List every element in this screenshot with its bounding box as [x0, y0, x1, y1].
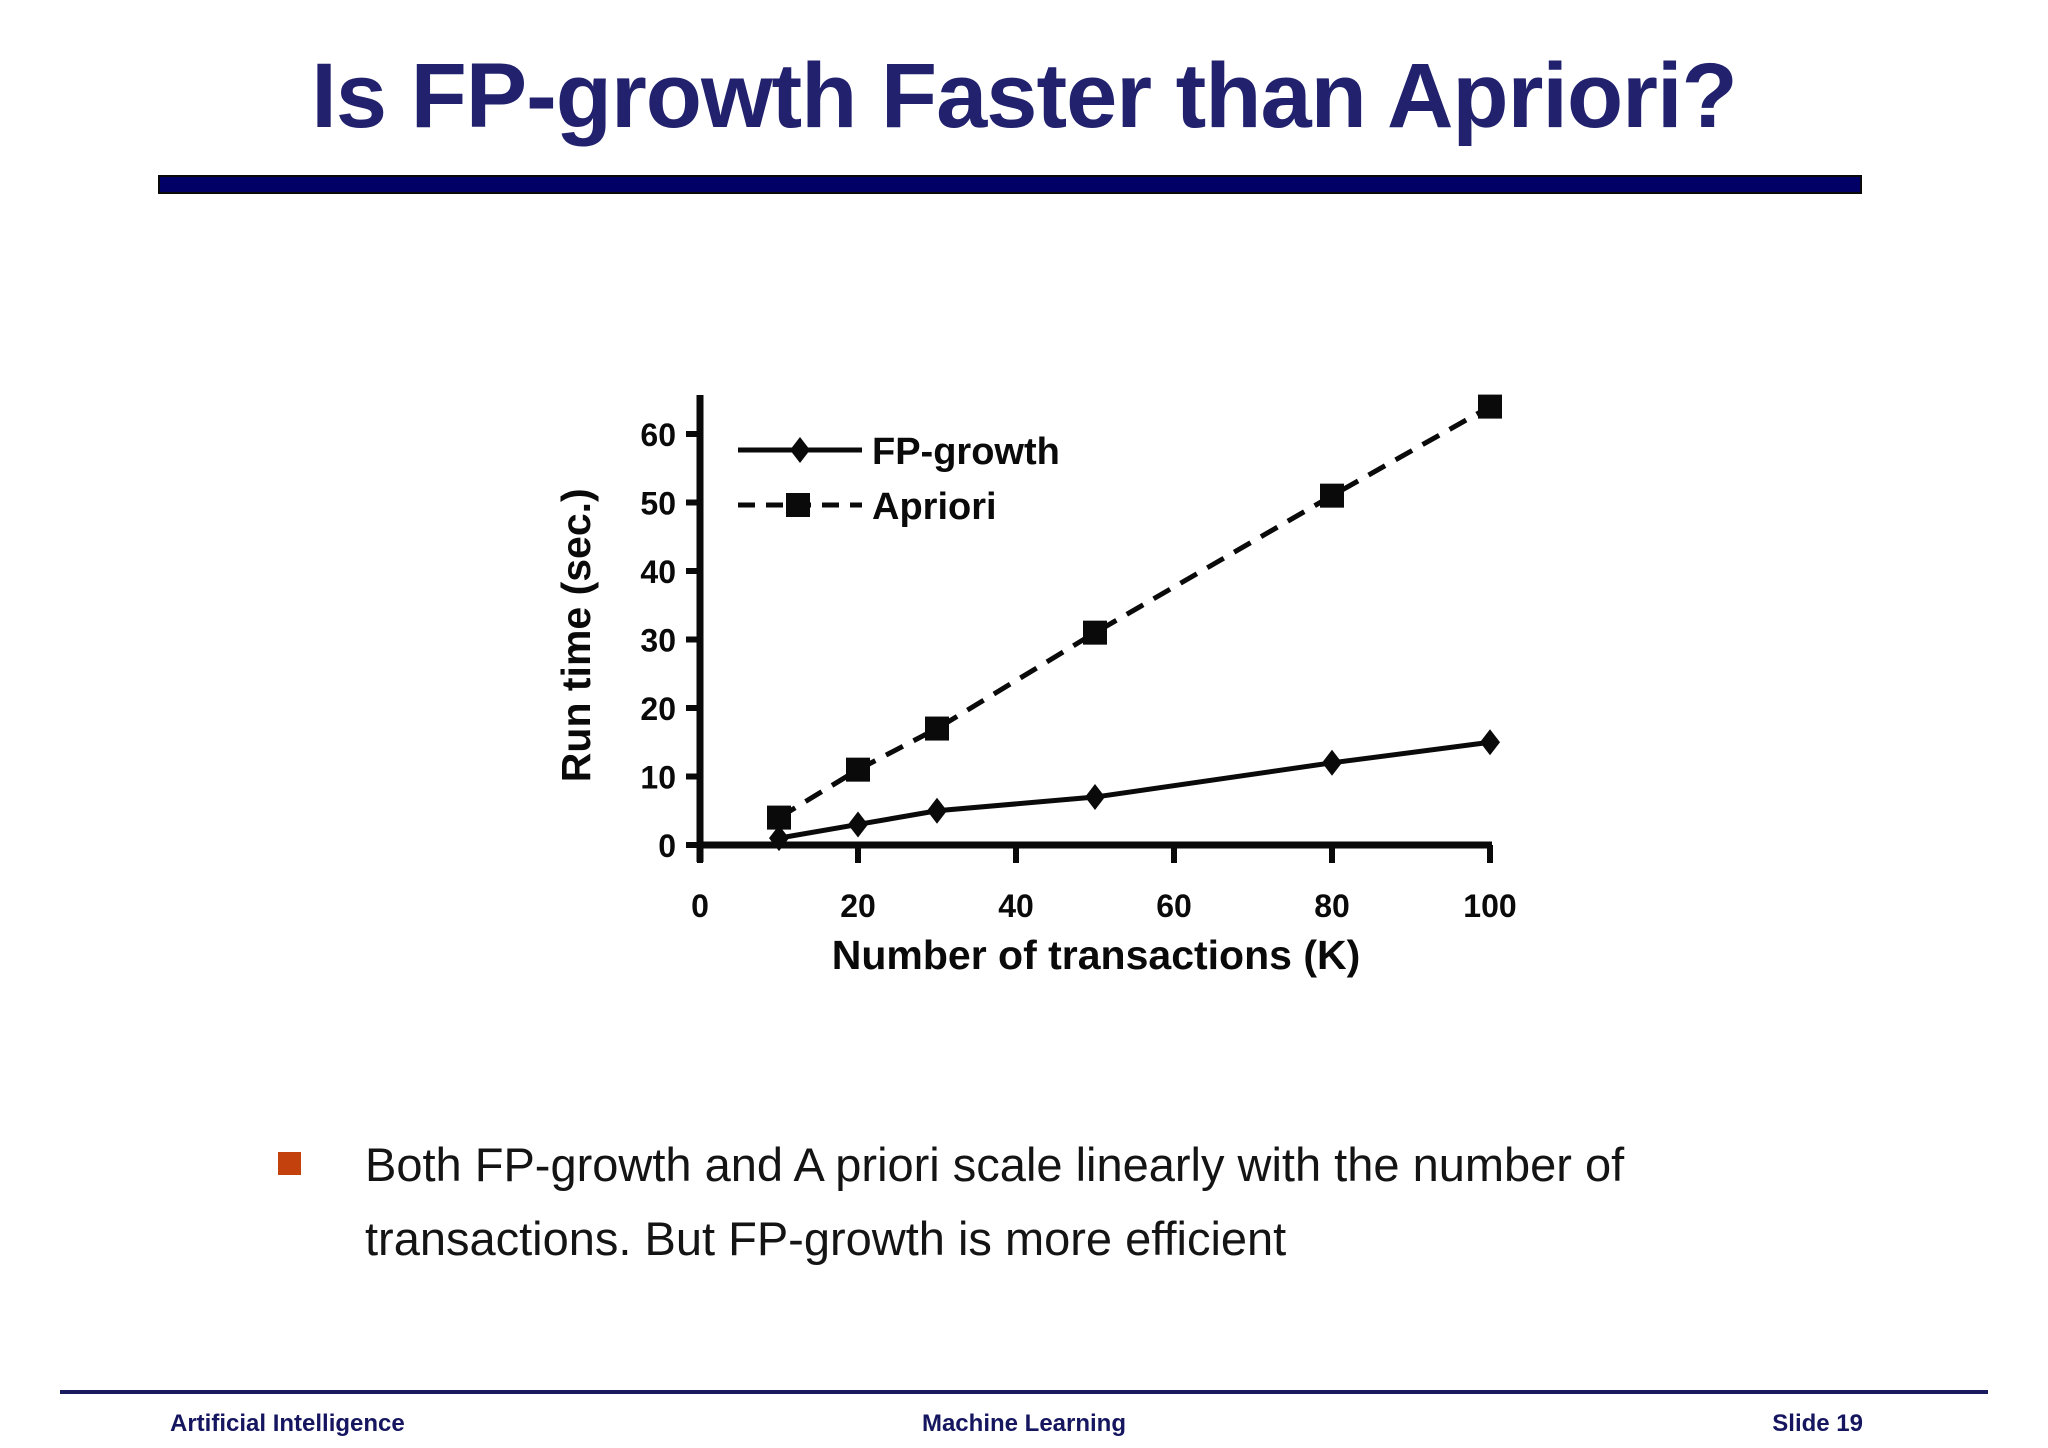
- point-Apriori-10K: [767, 805, 791, 830]
- bullet-line-2: transactions. But FP-growth is more effi…: [365, 1212, 1287, 1265]
- y-axis-tick-label: 10: [640, 760, 676, 796]
- x-axis-title: Number of transactions (K): [832, 932, 1361, 978]
- x-axis-tick-label: 20: [840, 888, 876, 924]
- y-axis-tick-label: 50: [640, 486, 676, 522]
- bullet-line-1: Both FP-growth and A priori scale linear…: [365, 1138, 1625, 1191]
- x-axis-tick-label: 100: [1463, 888, 1516, 924]
- legend-label-FP-growth: FP-growth: [872, 431, 1060, 473]
- x-axis-tick-label: 40: [998, 888, 1034, 924]
- point-FP-growth-20K: [848, 811, 868, 838]
- footer-course-name: Artificial Intelligence: [170, 1410, 405, 1437]
- x-axis-tick-label: 80: [1314, 888, 1350, 924]
- y-axis-title: Run time (sec.): [553, 488, 599, 782]
- y-axis-tick-label: 60: [640, 417, 676, 453]
- title-underline-rule: [158, 175, 1862, 194]
- runtime-chart: 0 20 40 60 80 100 0 10 20 30 40 50 60 Number of trans…: [520, 340, 1620, 1020]
- point-Apriori-50K: [1083, 620, 1107, 645]
- point-Apriori-30K: [925, 716, 949, 741]
- point-FP-growth-10K: [769, 825, 789, 852]
- series-line-FP-growth: [778, 739, 1491, 841]
- point-Apriori-100K: [1478, 394, 1502, 419]
- footer-topic-name: Machine Learning: [921, 1410, 1127, 1437]
- legend-marker-FP-growth: [790, 437, 810, 463]
- series-line-Apriori: [777, 404, 1492, 820]
- bullet-text: Both FP-growth and A priori scale linear…: [365, 1128, 1835, 1276]
- point-FP-growth-50K: [1085, 784, 1105, 811]
- point-Apriori-80K: [1320, 483, 1344, 508]
- y-axis-tick-label: 40: [640, 554, 676, 590]
- footer-rule: [60, 1390, 1988, 1394]
- runtime-chart-svg: 0 20 40 60 80 100 0 10 20 30 40 50 60 Number of trans…: [553, 394, 1517, 978]
- point-FP-growth-30K: [927, 797, 947, 824]
- y-axis-tick-label: 30: [640, 623, 676, 659]
- y-axis-tick-label: 0: [658, 828, 676, 864]
- bullet-marker-icon: [278, 1152, 301, 1175]
- x-axis-tick-label: 0: [691, 888, 709, 924]
- legend-label-Apriori: Apriori: [872, 486, 997, 528]
- point-Apriori-20K: [846, 757, 870, 782]
- legend-marker-Apriori: [786, 493, 810, 517]
- y-axis-tick-label: 20: [640, 691, 676, 727]
- footer-slide-number: Slide 19: [1772, 1410, 1863, 1437]
- point-FP-growth-80K: [1322, 749, 1342, 776]
- x-axis-tick-label: 60: [1156, 888, 1192, 924]
- page-title: Is FP-growth Faster than Apriori?: [311, 45, 1737, 147]
- point-FP-growth-100K: [1480, 729, 1500, 756]
